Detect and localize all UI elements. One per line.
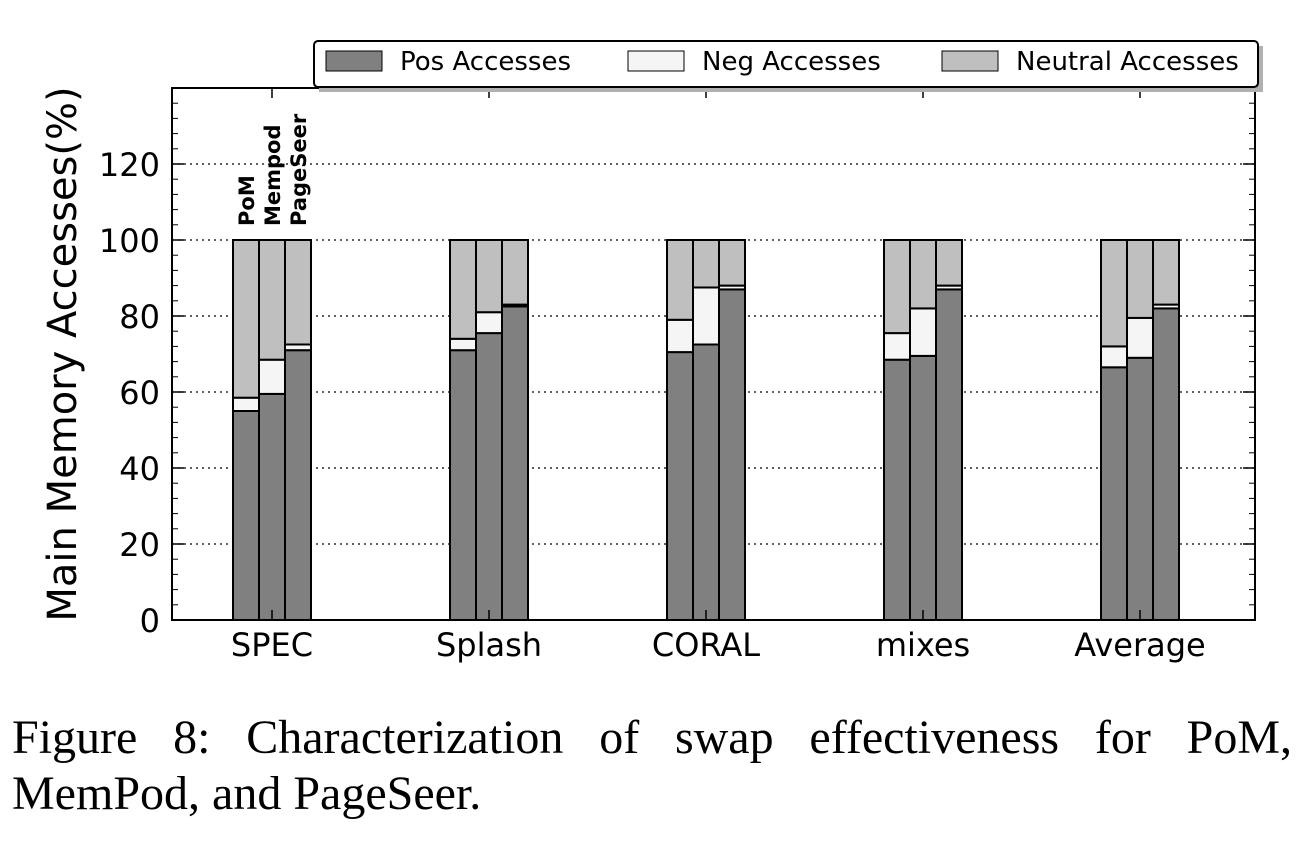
bar-segment (883, 332, 911, 361)
bar-segment (666, 318, 694, 354)
y-tick-label: 80 (119, 298, 160, 336)
bar-segment (501, 305, 529, 621)
y-tick-label: 40 (119, 450, 160, 488)
x-tick-label: mixes (876, 626, 970, 664)
y-tick-label: 0 (140, 602, 160, 640)
bar-segment (258, 358, 286, 395)
bar-segment (935, 239, 963, 287)
bar-segment (935, 288, 963, 621)
legend-label: Neutral Accesses (1016, 47, 1239, 77)
bar-segment (284, 239, 312, 346)
bar-segment (692, 239, 720, 289)
bar-segment (1100, 345, 1128, 369)
legend-swatch (941, 50, 999, 72)
legend-label: Neg Accesses (702, 47, 881, 77)
bar-segment (232, 239, 260, 399)
bar-segment (909, 307, 937, 357)
bar-segment (692, 286, 720, 346)
bar-label: PageSeer (287, 113, 311, 226)
x-tick-label: CORAL (652, 626, 760, 664)
legend-box (313, 40, 1259, 88)
stacked-bar-chart: 0 20 40 60 80 100 120 SPEC Splash CORAL mixes Aver… (40, 40, 1263, 664)
y-tick-label: 100 (99, 222, 160, 260)
bar-segment (449, 337, 477, 352)
legend-label: Pos Accesses (400, 47, 571, 77)
bar-segment (232, 410, 260, 621)
figure-caption: Figure 8: Characterization of swap effec… (12, 711, 1292, 820)
bar-segment (1152, 307, 1180, 621)
bar-segment (449, 349, 477, 621)
bar-segment (883, 358, 911, 621)
bar-segment (1126, 356, 1154, 621)
bar-segment (258, 239, 286, 361)
bar-segment (475, 311, 503, 335)
bar-segment (718, 288, 746, 621)
bar-segment (718, 239, 746, 287)
x-tick-label: Splash (436, 626, 542, 664)
y-tick-labels: 0 20 40 60 80 100 120 (99, 146, 160, 640)
bar-segment (449, 239, 477, 340)
axis-ticks (172, 88, 1255, 621)
legend-swatch (325, 50, 383, 72)
x-tick-label: Average (1074, 626, 1205, 664)
bar-segment (232, 396, 260, 413)
x-tick-labels: SPEC Splash CORAL mixes Average (231, 626, 1206, 664)
y-tick-label: 120 (99, 146, 160, 184)
bar-labels: PoM Mempod PageSeer (235, 113, 311, 226)
bar-segment (692, 343, 720, 621)
bar-segment (1126, 239, 1154, 319)
y-tick-label: 20 (119, 526, 160, 564)
bar-segment (501, 239, 529, 306)
bar-segment (1100, 366, 1128, 621)
bar-label: Mempod (261, 124, 285, 226)
bar-segment (1152, 239, 1180, 306)
legend-swatch (627, 50, 685, 72)
bar-segment (475, 332, 503, 621)
bar-segment (666, 239, 694, 321)
y-tick-label: 60 (119, 374, 160, 412)
bar-segment (883, 239, 911, 335)
bar-segment (284, 349, 312, 621)
bar-segment (1100, 239, 1128, 348)
bar-segment (666, 351, 694, 621)
bars (232, 239, 1180, 621)
x-tick-label: SPEC (231, 626, 313, 664)
bar-segment (909, 239, 937, 310)
bar-segment (909, 354, 937, 621)
bar-label: PoM (235, 175, 259, 226)
bar-segment (1126, 316, 1154, 359)
y-axis-label: Main Memory Accesses(%) (40, 86, 86, 621)
legend: Pos Accesses Neg Accesses Neutral Accesses (313, 40, 1263, 92)
bar-segment (475, 239, 503, 314)
bar-segment (258, 392, 286, 621)
